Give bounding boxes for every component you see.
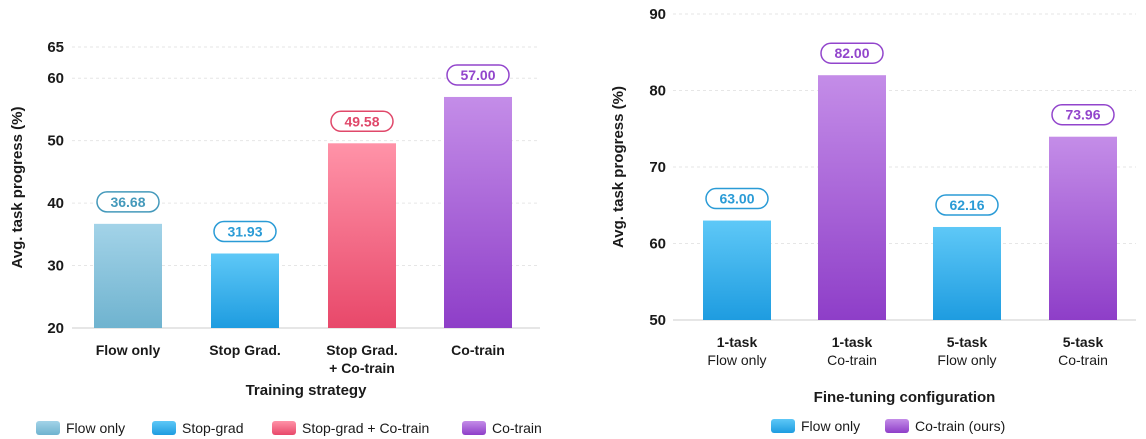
legend-label: Flow only	[801, 418, 860, 434]
x-tick-label: 1-task	[717, 334, 758, 350]
x-tick-label: 5-task	[947, 334, 988, 350]
x-tick-label: Flow only	[707, 352, 766, 368]
legend-item: Stop-grad + Co-train	[272, 420, 429, 436]
value-label: 57.00	[460, 67, 495, 83]
bar	[211, 253, 279, 328]
legend-label: Co-train	[492, 420, 542, 436]
legend-swatch	[272, 421, 296, 435]
value-label: 63.00	[719, 191, 754, 207]
value-label: 36.68	[110, 194, 145, 210]
y-tick-label: 60	[649, 236, 666, 253]
legend-label: Stop-grad + Co-train	[302, 420, 429, 436]
value-label-pill	[935, 194, 999, 216]
legend-swatch	[36, 421, 60, 435]
legend-item: Co-train	[462, 420, 542, 436]
value-label: 73.96	[1065, 107, 1100, 123]
x-tick-label: Flow only	[96, 342, 161, 358]
value-label-pill	[213, 220, 277, 243]
legend-label: Stop-grad	[182, 420, 243, 436]
y-tick-label: 70	[649, 159, 666, 176]
value-label-pill	[446, 64, 510, 86]
x-tick-label: Co-train	[451, 342, 505, 358]
bar	[1049, 136, 1117, 320]
x-tick-label: Flow only	[937, 352, 996, 368]
value-label-pill	[330, 110, 394, 133]
bar	[328, 143, 396, 328]
y-tick-label: 20	[47, 320, 64, 337]
legend-label: Flow only	[66, 420, 125, 436]
y-tick-label: 50	[649, 312, 666, 329]
legend-item: Co-train (ours)	[885, 418, 1005, 434]
chart-training-strategy: 20 30 40 50 60 65 Avg. task progress (%) 36.68 F…	[9, 39, 542, 436]
value-label-pill	[705, 187, 769, 210]
legend-swatch	[462, 421, 486, 435]
x-axis-title: Training strategy	[246, 382, 368, 399]
x-axis-title: Fine-tuning configuration	[814, 389, 996, 406]
y-tick-label: 60	[47, 70, 64, 87]
value-label: 49.58	[344, 113, 379, 129]
y-tick-label: 40	[47, 195, 64, 212]
bar	[703, 220, 771, 320]
x-tick-label: 5-task	[1063, 334, 1104, 350]
value-label: 62.16	[949, 197, 984, 213]
x-tick-label: 1-task	[832, 334, 873, 350]
legend-swatch	[885, 419, 909, 433]
value-label: 82.00	[834, 45, 869, 61]
x-tick-label: Stop Grad.	[209, 342, 281, 358]
y-tick-label: 80	[649, 83, 666, 100]
bar	[933, 226, 1001, 320]
legend-item: Stop-grad	[152, 420, 243, 436]
y-tick-label: 90	[649, 6, 666, 23]
legend-swatch	[152, 421, 176, 435]
value-label-pill	[1051, 103, 1115, 126]
bar	[444, 96, 512, 328]
chart-fine-tuning-configuration: 50 60 70 80 90 Avg. task progress (%) 63.00 1-t…	[610, 6, 1136, 434]
value-label-pill	[96, 191, 160, 213]
x-tick-label: Co-train	[1058, 352, 1108, 368]
legend-item: Flow only	[771, 418, 860, 434]
y-tick-label: 30	[47, 258, 64, 275]
legend-label: Co-train (ours)	[915, 418, 1005, 434]
y-axis-title: Avg. task progress (%)	[9, 107, 26, 269]
y-axis-title: Avg. task progress (%)	[610, 86, 627, 248]
y-tick-label: 50	[47, 133, 64, 150]
x-tick-label: + Co-train	[329, 360, 395, 376]
y-tick-label: 65	[47, 39, 64, 56]
legend-swatch	[771, 419, 795, 433]
value-label: 31.93	[227, 224, 262, 240]
bar	[818, 75, 886, 320]
value-label-pill	[820, 42, 884, 64]
bar	[94, 223, 162, 328]
x-tick-label: Stop Grad.	[326, 342, 398, 358]
legend-item: Flow only	[36, 420, 125, 436]
x-tick-label: Co-train	[827, 352, 877, 368]
